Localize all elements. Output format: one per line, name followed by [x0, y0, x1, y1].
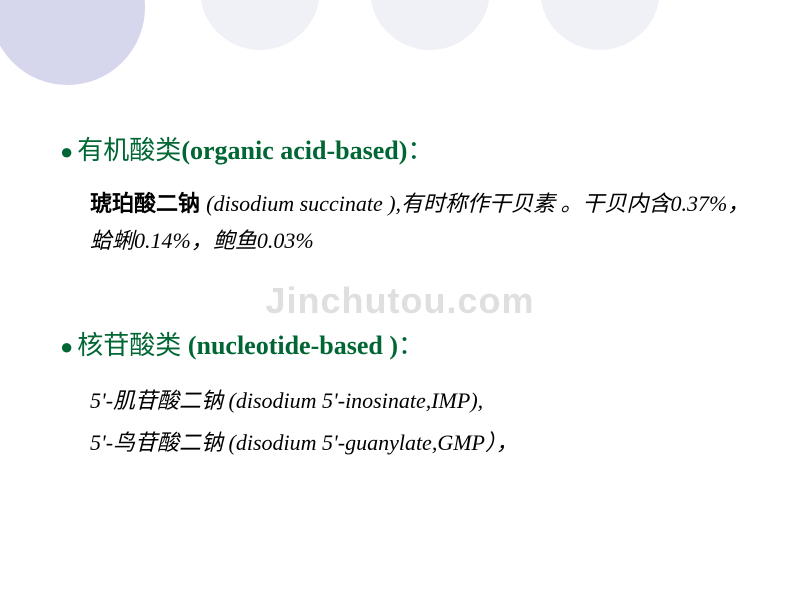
item-gmp: 5'-鸟苷酸二钠 (disodium 5'-guanylate,GMP），: [90, 422, 750, 464]
bullet-icon: ●: [60, 334, 73, 359]
body-first-word: 琥珀酸二钠: [90, 191, 206, 216]
circle-small-2: [370, 0, 490, 50]
circle-small-1: [200, 0, 320, 50]
heading-cn-text: 核苷酸类: [77, 330, 181, 360]
heading-en-text: nucleotide-based: [196, 331, 389, 360]
item-imp: 5'-肌苷酸二钠 (disodium 5'-inosinate,IMP),: [90, 380, 750, 422]
heading-organic-acid: ●有机酸类(organic acid-based)：: [60, 130, 750, 167]
heading-colon: ：: [407, 135, 433, 165]
bullet-icon: ●: [60, 139, 73, 164]
heading-nucleotide: ●核苷酸类 (nucleotide-based )：: [60, 325, 750, 362]
heading-paren-open: (: [181, 331, 196, 360]
section-nucleotide: ●核苷酸类 (nucleotide-based )： 5'-肌苷酸二钠 (dis…: [60, 325, 750, 464]
heading-paren-open: (: [181, 136, 190, 165]
circle-small-3: [540, 0, 660, 50]
slide-content: ●有机酸类(organic acid-based)： 琥珀酸二钠 (disodi…: [60, 130, 750, 463]
heading-en-text: organic acid-based: [190, 136, 399, 165]
heading-cn-text: 有机酸类: [77, 135, 181, 165]
item-imp-text: 5'-肌苷酸二钠 (disodium 5'-inosinate,IMP),: [90, 388, 483, 413]
section-organic-acid: ●有机酸类(organic acid-based)： 琥珀酸二钠 (disodi…: [60, 130, 750, 260]
body-organic-acid: 琥珀酸二钠 (disodium succinate ),有时称作干贝素 。干贝内…: [90, 185, 750, 260]
item-gmp-text: 5'-鸟苷酸二钠 (disodium 5'-guanylate,GMP），: [90, 430, 518, 455]
heading-colon: ：: [398, 330, 424, 360]
circle-large: [0, 0, 145, 85]
heading-paren-close: ): [389, 331, 398, 360]
decorative-circles-row: [0, 0, 800, 90]
